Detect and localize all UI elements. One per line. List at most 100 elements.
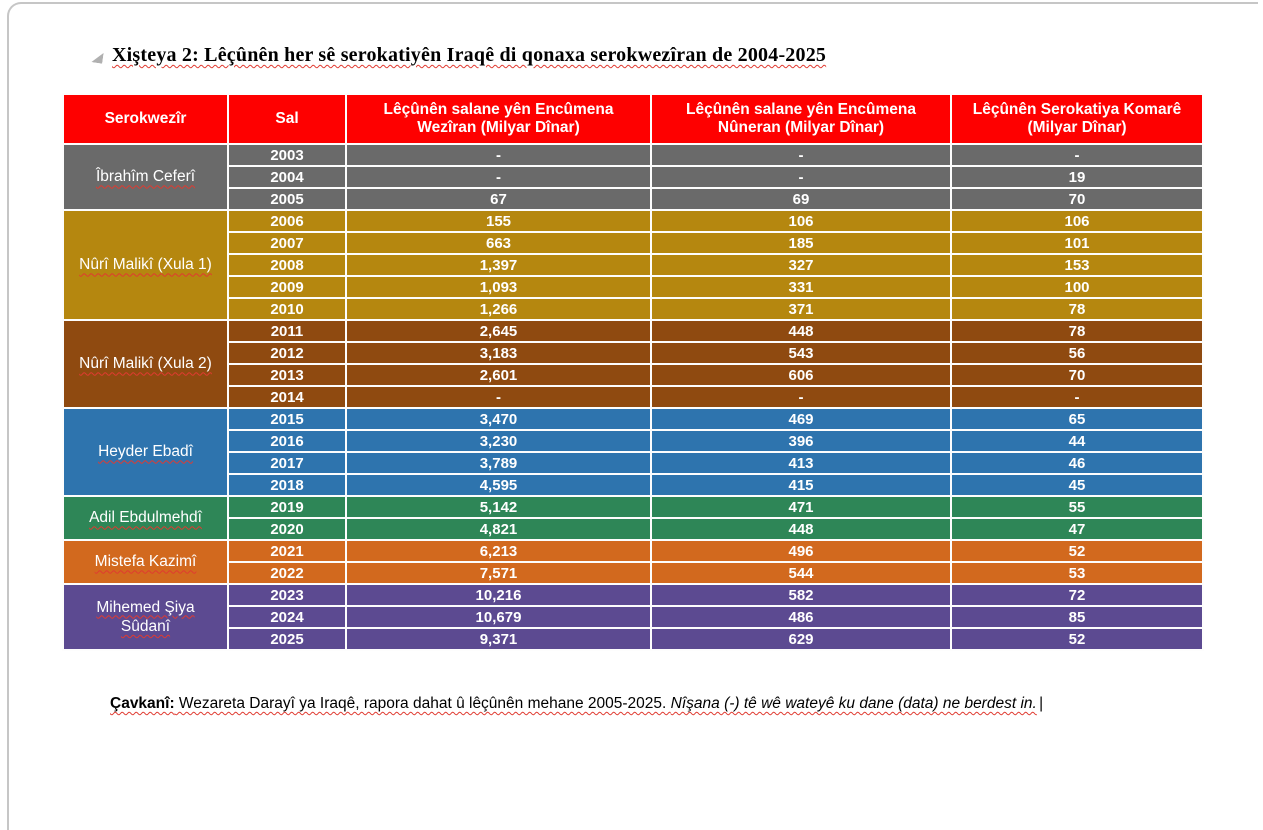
value-cell: 448 [650,319,952,343]
value-cell: 396 [650,429,952,453]
year-cell: 2014 [227,385,347,409]
value-cell: - [345,165,652,189]
value-cell: 44 [950,429,1204,453]
value-cell: 78 [950,297,1204,321]
value-cell: 1,093 [345,275,652,299]
table-row: Nûrî Malikî (Xula 1) 2006 155 106 106 [62,209,1204,321]
table-row: 2022 7,571 544 53 [63,561,1204,585]
table-row: 2017 3,789 413 46 [63,451,1204,475]
value-cell: 106 [950,209,1204,233]
value-cell: 582 [650,583,952,607]
value-cell: 3,470 [345,407,652,431]
pm-name: Mistefa Kazimî [94,553,197,571]
value-cell: - [345,143,652,167]
value-cell: 65 [950,407,1204,431]
year-cell: 2007 [227,231,347,255]
value-cell: 331 [650,275,952,299]
value-cell: 2,645 [345,319,652,343]
value-cell: - [950,385,1204,409]
table-row: 2018 4,595 415 45 [63,473,1204,497]
table-row: 2005 67 69 70 [63,187,1204,211]
value-cell: 69 [650,187,952,211]
value-cell: 4,821 [345,517,652,541]
value-cell: 78 [950,319,1204,343]
year-cell: 2025 [227,627,347,651]
value-cell: 371 [650,297,952,321]
table-header: Serokwezîr Sal Lêçûnên salane yên Encûmena… [62,93,1204,145]
value-cell: 45 [950,473,1204,497]
value-cell: 496 [650,539,952,563]
pm-name: Nûrî Malikî (Xula 1) [79,256,212,274]
value-cell: 629 [650,627,952,651]
source-note-italic: Nîşana (-) tê wê wateyê ku dane (data) n… [670,695,1037,712]
value-cell: 663 [345,231,652,255]
value-cell: 543 [650,341,952,365]
value-cell: 101 [950,231,1204,255]
year-cell: 2017 [227,451,347,475]
column-header-0: Serokwezîr [62,93,229,145]
value-cell: 413 [650,451,952,475]
value-cell: 10,679 [345,605,652,629]
year-cell: 2018 [227,473,347,497]
pm-name: Heyder Ebadî [98,443,193,461]
source-label: Çavkanî: [110,695,175,712]
table-row: 2016 3,230 396 44 [63,429,1204,453]
column-header-4: Lêçûnên Serokatiya Komarê (Milyar Dînar) [950,93,1204,145]
pm-cell: Adil Ebdulmehdî [62,495,229,541]
table-row: Nûrî Malikî (Xula 2) 2011 2,645 448 78 [62,319,1204,409]
year-cell: 2011 [227,319,347,343]
outline-collapse-icon[interactable] [91,51,103,63]
year-cell: 2020 [227,517,347,541]
value-cell: 100 [950,275,1204,299]
table-row: 2008 1,397 327 153 [63,253,1204,277]
value-cell: 67 [345,187,652,211]
pm-name: Îbrahîm Ceferî [95,168,196,186]
source-text: Wezareta Darayî ya Iraqê, rapora dahat û… [174,695,671,712]
value-cell: 72 [950,583,1204,607]
value-cell: 70 [950,363,1204,387]
year-cell: 2022 [227,561,347,585]
value-cell: 327 [650,253,952,277]
value-cell: 1,266 [345,297,652,321]
year-cell: 2005 [227,187,347,211]
pm-name: Adil Ebdulmehdî [89,509,202,527]
column-header-1: Sal [227,93,347,145]
pm-cell: Heyder Ebadî [62,407,229,497]
value-cell: 47 [950,517,1204,541]
year-cell: 2023 [227,583,347,607]
value-cell: 52 [950,627,1204,651]
value-cell: 155 [345,209,652,233]
value-cell: 9,371 [345,627,652,651]
value-cell: - [950,143,1204,167]
expenditure-table: Serokwezîr Sal Lêçûnên salane yên Encûmena… [62,93,1204,651]
pm-cell: Nûrî Malikî (Xula 2) [62,319,229,409]
pm-cell: Nûrî Malikî (Xula 1) [62,209,229,321]
year-cell: 2013 [227,363,347,387]
value-cell: 53 [950,561,1204,585]
value-cell: 469 [650,407,952,431]
title-row: Xişteya 2: Lêçûnên her sê serokatiyên Ir… [92,44,826,67]
value-cell: 471 [650,495,952,519]
value-cell: - [650,385,952,409]
pm-name: Mihemed Şiya Sûdanî [96,598,195,635]
year-cell: 2012 [227,341,347,365]
value-cell: 544 [650,561,952,585]
year-cell: 2009 [227,275,347,299]
value-cell: 185 [650,231,952,255]
table-row: 2020 4,821 448 47 [63,517,1204,541]
value-cell: 3,183 [345,341,652,365]
table-title: Xişteya 2: Lêçûnên her sê serokatiyên Ir… [112,44,827,66]
value-cell: 52 [950,539,1204,563]
value-cell: - [345,385,652,409]
value-cell: - [650,143,952,167]
year-cell: 2021 [227,539,347,563]
value-cell: 5,142 [345,495,652,519]
table-row: 2009 1,093 331 100 [63,275,1204,299]
value-cell: 415 [650,473,952,497]
table-row: 2024 10,679 486 85 [63,605,1204,629]
year-cell: 2015 [227,407,347,431]
value-cell: 106 [650,209,952,233]
table-row: 2014- - - [63,385,1204,409]
table-row: Mihemed Şiya Sûdanî 2023 10,216 582 72 [62,583,1204,651]
